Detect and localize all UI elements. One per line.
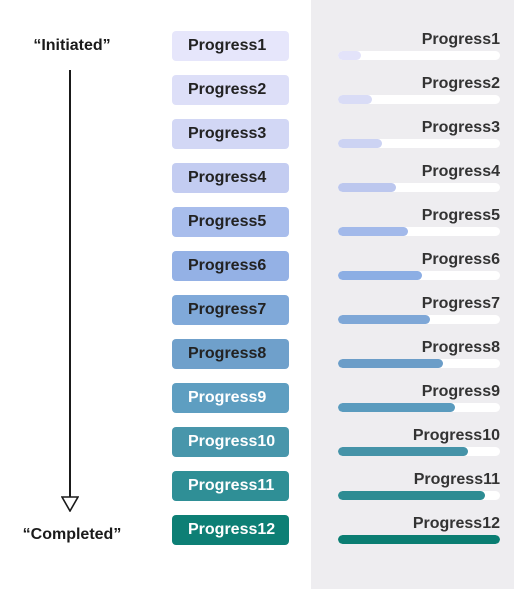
progress-bar-label: Progress5: [421, 207, 500, 224]
initiated-label: “Initiated”: [33, 37, 111, 54]
progress-bar-fill: [338, 447, 468, 456]
progress-chip[interactable]: Progress12: [172, 515, 289, 545]
progress-bar-fill: [338, 271, 423, 280]
progress-bar-fill: [338, 139, 382, 148]
progress-chip[interactable]: Progress9: [172, 383, 289, 413]
progress-bar-track: [338, 535, 500, 544]
progress-arrow-line: [69, 70, 71, 498]
progress-bar-track: [338, 491, 500, 500]
progress-bar-track: [338, 359, 500, 368]
progress-chip[interactable]: Progress7: [172, 295, 289, 325]
progress-bar-track: [338, 95, 500, 104]
progress-bar-label: Progress12: [412, 515, 500, 532]
progress-bar-track: [338, 227, 500, 236]
progress-chip[interactable]: Progress10: [172, 427, 289, 457]
progress-bar-fill: [338, 227, 408, 236]
progress-bar-label: Progress8: [421, 339, 500, 356]
progress-bar-fill: [338, 359, 444, 368]
progress-bar-label: Progress3: [421, 119, 500, 136]
progress-bar-fill: [338, 403, 455, 412]
progress-bar-track: [338, 183, 500, 192]
progress-bar-fill: [338, 535, 500, 544]
progress-chip[interactable]: Progress4: [172, 163, 289, 193]
progress-bar-fill: [338, 491, 486, 500]
progress-bar-track: [338, 51, 500, 60]
progress-bar-label: Progress11: [413, 471, 500, 488]
progress-bar-track: [338, 139, 500, 148]
progress-bar-label: Progress4: [421, 163, 500, 180]
progress-bar-track: [338, 447, 500, 456]
progress-bar-label: Progress1: [421, 31, 500, 48]
progress-chip[interactable]: Progress2: [172, 75, 289, 105]
progress-bar-label: Progress6: [421, 251, 500, 268]
progress-chip[interactable]: Progress8: [172, 339, 289, 369]
progress-bar-track: [338, 315, 500, 324]
progress-chip[interactable]: Progress5: [172, 207, 289, 237]
progress-bar-label: Progress9: [421, 383, 500, 400]
progress-bar-label: Progress2: [421, 75, 500, 92]
progress-bar-track: [338, 403, 500, 412]
progress-bar-fill: [338, 95, 373, 104]
arrow-down-icon: [61, 496, 79, 512]
progress-chip[interactable]: Progress1: [172, 31, 289, 61]
progress-bar-label: Progress10: [412, 427, 500, 444]
progress-bar-fill: [338, 51, 361, 60]
progress-chip[interactable]: Progress3: [172, 119, 289, 149]
progress-chip[interactable]: Progress11: [172, 471, 289, 501]
completed-label: “Completed”: [22, 526, 122, 543]
progress-chip[interactable]: Progress6: [172, 251, 289, 281]
progress-bar-fill: [338, 183, 397, 192]
progress-bar-track: [338, 271, 500, 280]
progress-bar-fill: [338, 315, 431, 324]
progress-bar-label: Progress7: [421, 295, 500, 312]
